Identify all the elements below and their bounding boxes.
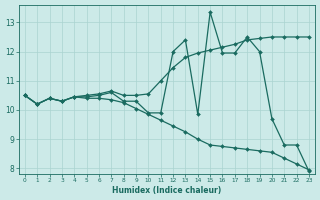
X-axis label: Humidex (Indice chaleur): Humidex (Indice chaleur) <box>112 186 221 195</box>
